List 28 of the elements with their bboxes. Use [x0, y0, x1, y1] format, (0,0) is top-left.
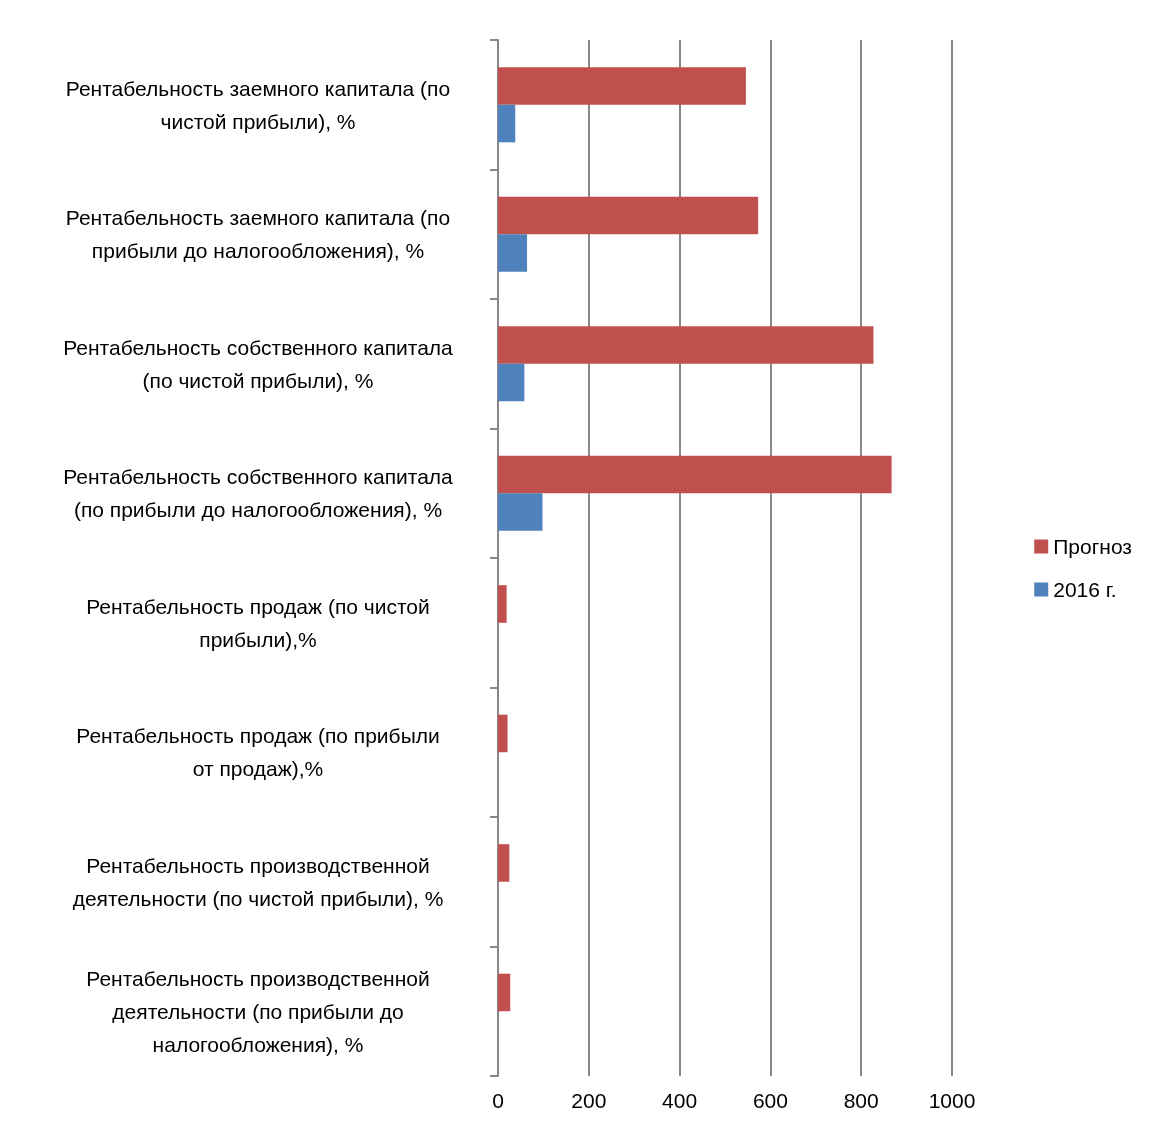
bar	[498, 714, 508, 753]
bar	[498, 326, 874, 364]
x-tick-label: 200	[571, 1089, 607, 1112]
y-tick-label: Рентабельность собственного капитала (по прибыли до налогообложения), %	[63, 465, 454, 522]
bar	[498, 363, 525, 402]
bar	[498, 585, 507, 623]
y-tick-label: Рентабельность продаж (по чистой прибыли),%	[86, 594, 430, 651]
bar	[498, 196, 759, 235]
y-tick-label: Рентабельность производственной деятельности (по чистой прибыли), %	[72, 853, 444, 910]
y-tick-label: Рентабельность заемного капитала (по прибыли до налогообложения), %	[65, 206, 451, 263]
bar	[498, 234, 528, 272]
bar	[498, 67, 746, 105]
bar	[498, 844, 510, 882]
bar	[498, 104, 516, 143]
y-tick-label: Рентабельность собственного капитала (по чистой прибыли), %	[63, 335, 454, 392]
y-tick-label: Рентабельность заемного капитала (по чистой прибыли), %	[65, 76, 451, 133]
bar	[498, 973, 511, 1012]
x-tick-label: 400	[662, 1089, 698, 1112]
y-tick-label: Рентабельность производственной деятельности (по прибыли до налогообложения), %	[86, 966, 430, 1056]
x-tick-label: 600	[752, 1089, 788, 1112]
x-tick-label: 800	[843, 1089, 879, 1112]
x-tick-label: 1000	[928, 1089, 976, 1112]
x-tick-label: 0	[492, 1089, 504, 1112]
legend-label: Прогноз	[1053, 535, 1132, 558]
y-tick-label: Рентабельность продаж (по прибыли от продаж),%	[76, 724, 440, 781]
legend-label: 2016 г.	[1053, 578, 1117, 601]
bar	[498, 455, 892, 494]
bar	[498, 493, 543, 531]
